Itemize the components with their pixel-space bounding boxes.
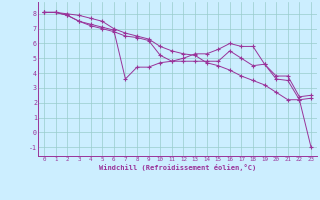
X-axis label: Windchill (Refroidissement éolien,°C): Windchill (Refroidissement éolien,°C) [99, 164, 256, 171]
